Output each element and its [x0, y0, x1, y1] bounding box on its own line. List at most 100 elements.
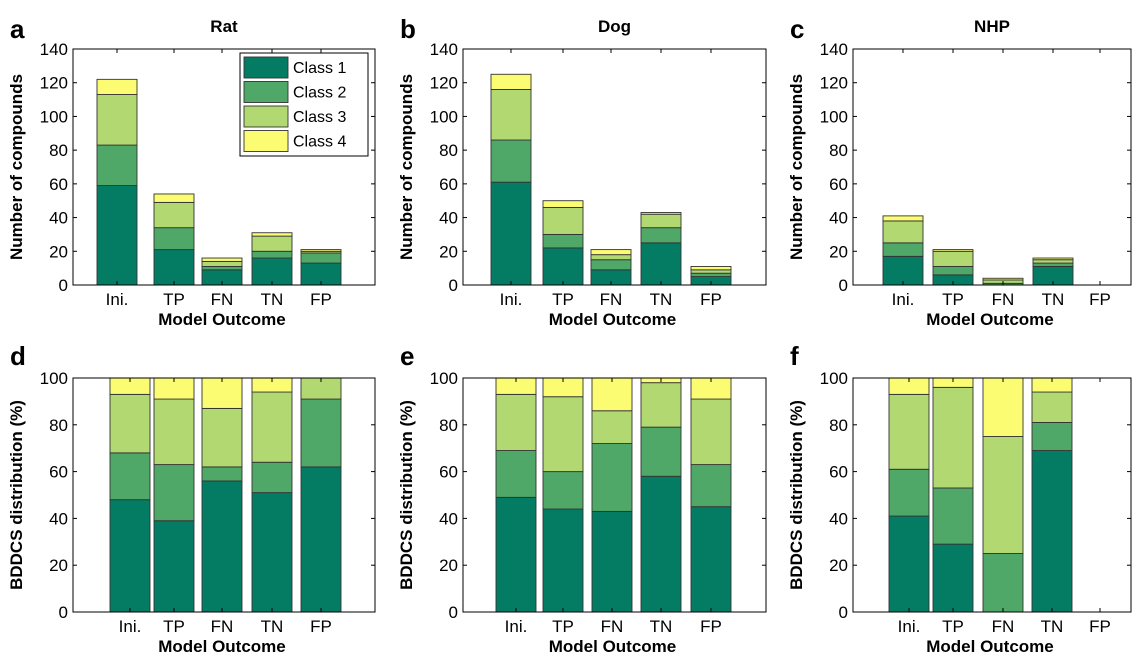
bar-segment-fp-class-1	[300, 466, 342, 613]
x-tick-label: TN	[650, 617, 673, 636]
x-tick-label: FN	[600, 290, 623, 309]
bar-segment-tn-class-4	[1032, 257, 1074, 261]
y-tick-label: 120	[40, 74, 68, 93]
axes-frame	[852, 377, 1132, 613]
bar-segment-fn-class-3	[590, 254, 632, 261]
panel-letter: b	[400, 14, 416, 44]
bar-segment-tp-class-4	[542, 200, 584, 208]
x-axis-label: Model Outcome	[926, 637, 1054, 656]
y-tick-label: 140	[820, 40, 848, 59]
axes-frame	[72, 377, 376, 613]
bar-segment-tp-class-1	[153, 249, 195, 286]
y-tick-label: 40	[829, 509, 848, 528]
panel-title: Dog	[598, 17, 631, 36]
y-tick-label: 80	[49, 416, 68, 435]
bar-segment-fn-class-3	[982, 436, 1024, 554]
axes-frame	[462, 48, 767, 286]
bar-segment-fn-class-1	[201, 480, 243, 613]
chart-panel-e: e 0 20 40 60 80 100 Ini. TP FN TN FP Model Outcome BD…	[397, 341, 767, 656]
bar-segment-tn-class-2	[251, 461, 293, 494]
bar-segment-tn-class-2	[640, 426, 682, 477]
y-tick-label: 120	[820, 74, 848, 93]
bar-segment-ini-class-4	[882, 215, 924, 222]
bar-segment-tn-class-3	[1031, 391, 1073, 423]
bar-segment-ini-class-2	[882, 242, 924, 257]
y-tick-label: 60	[49, 175, 68, 194]
bar-segment-tp-class-3	[932, 250, 974, 267]
bar-segment-tn-class-3	[640, 213, 682, 229]
x-axis-label: Model Outcome	[926, 310, 1054, 329]
y-tick-label: 100	[40, 107, 68, 126]
panel-letter: f	[790, 341, 799, 371]
bar-segment-tn-class-3	[1032, 259, 1074, 264]
axes-frame	[462, 377, 767, 613]
legend-label-class-1: Class 1	[293, 60, 346, 77]
axes-frame	[852, 48, 1132, 286]
bar-segment-tp-class-4	[932, 249, 974, 252]
bar-segment-tp-class-3	[542, 207, 584, 235]
x-tick-label: FP	[700, 617, 722, 636]
legend: Class 1 Class 2 Class 3 Class 4	[239, 52, 369, 157]
x-tick-label: TP	[163, 290, 185, 309]
bar-segment-tn-class-2	[251, 250, 293, 259]
panel-title: NHP	[974, 17, 1010, 36]
bar-segment-tp-class-3	[932, 386, 974, 489]
bar-segment-ini-class-1	[888, 515, 930, 613]
y-tick-label: 20	[439, 242, 458, 261]
y-tick-label: 0	[449, 603, 458, 622]
bar-segment-fp-class-2	[690, 272, 732, 278]
bar-segment-tp-class-2	[153, 464, 195, 522]
y-tick-label: 80	[829, 416, 848, 435]
bar-segment-tp-class-2	[932, 487, 974, 545]
axes-frame	[72, 48, 376, 286]
bar-segment-tn-class-2	[640, 227, 682, 244]
bar-segment-fp-class-2	[300, 398, 342, 468]
bar-segment-ini-class-1	[109, 499, 151, 613]
bar-segment-fp-class-4	[690, 266, 732, 271]
x-tick-label: TP	[942, 617, 964, 636]
x-tick-label: TP	[552, 290, 574, 309]
bar-segment-ini-class-3	[490, 89, 532, 141]
legend-swatch-class-4	[243, 130, 289, 152]
bar-segment-fn-class-3	[591, 410, 633, 444]
x-tick-label: TP	[163, 617, 185, 636]
bar-segment-ini-class-4	[490, 73, 532, 90]
bar-segment-ini-class-2	[495, 450, 537, 498]
bar-segment-tn-class-4	[640, 212, 682, 215]
y-tick-label: 40	[439, 509, 458, 528]
bar-segment-fn-class-4	[982, 277, 1024, 281]
y-tick-label: 60	[829, 463, 848, 482]
y-tick-label: 100	[430, 107, 458, 126]
x-tick-label: TN	[261, 617, 284, 636]
bar-segment-ini-class-3	[495, 393, 537, 451]
y-tick-label: 60	[439, 463, 458, 482]
x-tick-label: FN	[992, 290, 1015, 309]
y-tick-label: 80	[439, 416, 458, 435]
y-tick-label: 40	[49, 209, 68, 228]
x-tick-label: TN	[650, 290, 673, 309]
y-tick-label: 0	[839, 603, 848, 622]
bar-segment-tn-class-4	[251, 232, 293, 237]
x-tick-label: FN	[992, 617, 1015, 636]
y-axis-label: Number of compounds	[787, 74, 806, 260]
bar-segment-fn-class-2	[201, 266, 243, 271]
y-tick-label: 0	[59, 276, 68, 295]
x-axis-label: Model Outcome	[158, 310, 286, 329]
y-tick-label: 100	[820, 107, 848, 126]
y-tick-label: 0	[59, 603, 68, 622]
y-tick-label: 60	[829, 175, 848, 194]
x-tick-label: Ini.	[892, 290, 915, 309]
x-tick-label: Ini.	[500, 290, 523, 309]
legend-label-class-3: Class 3	[293, 109, 346, 126]
panel-letter: d	[10, 341, 26, 371]
panel-letter: c	[790, 14, 804, 44]
bar-segment-tp-class-2	[542, 471, 584, 510]
x-tick-label: TP	[552, 617, 574, 636]
bar-segment-fn-class-4	[201, 377, 243, 409]
bar-segment-fp-class-2	[690, 464, 732, 508]
bar-segment-tn-class-1	[640, 475, 682, 613]
legend-swatch-class-3	[243, 105, 289, 128]
bar-segment-fn-class-2	[591, 443, 633, 512]
x-tick-label: TN	[261, 290, 284, 309]
y-tick-label: 100	[430, 369, 458, 388]
